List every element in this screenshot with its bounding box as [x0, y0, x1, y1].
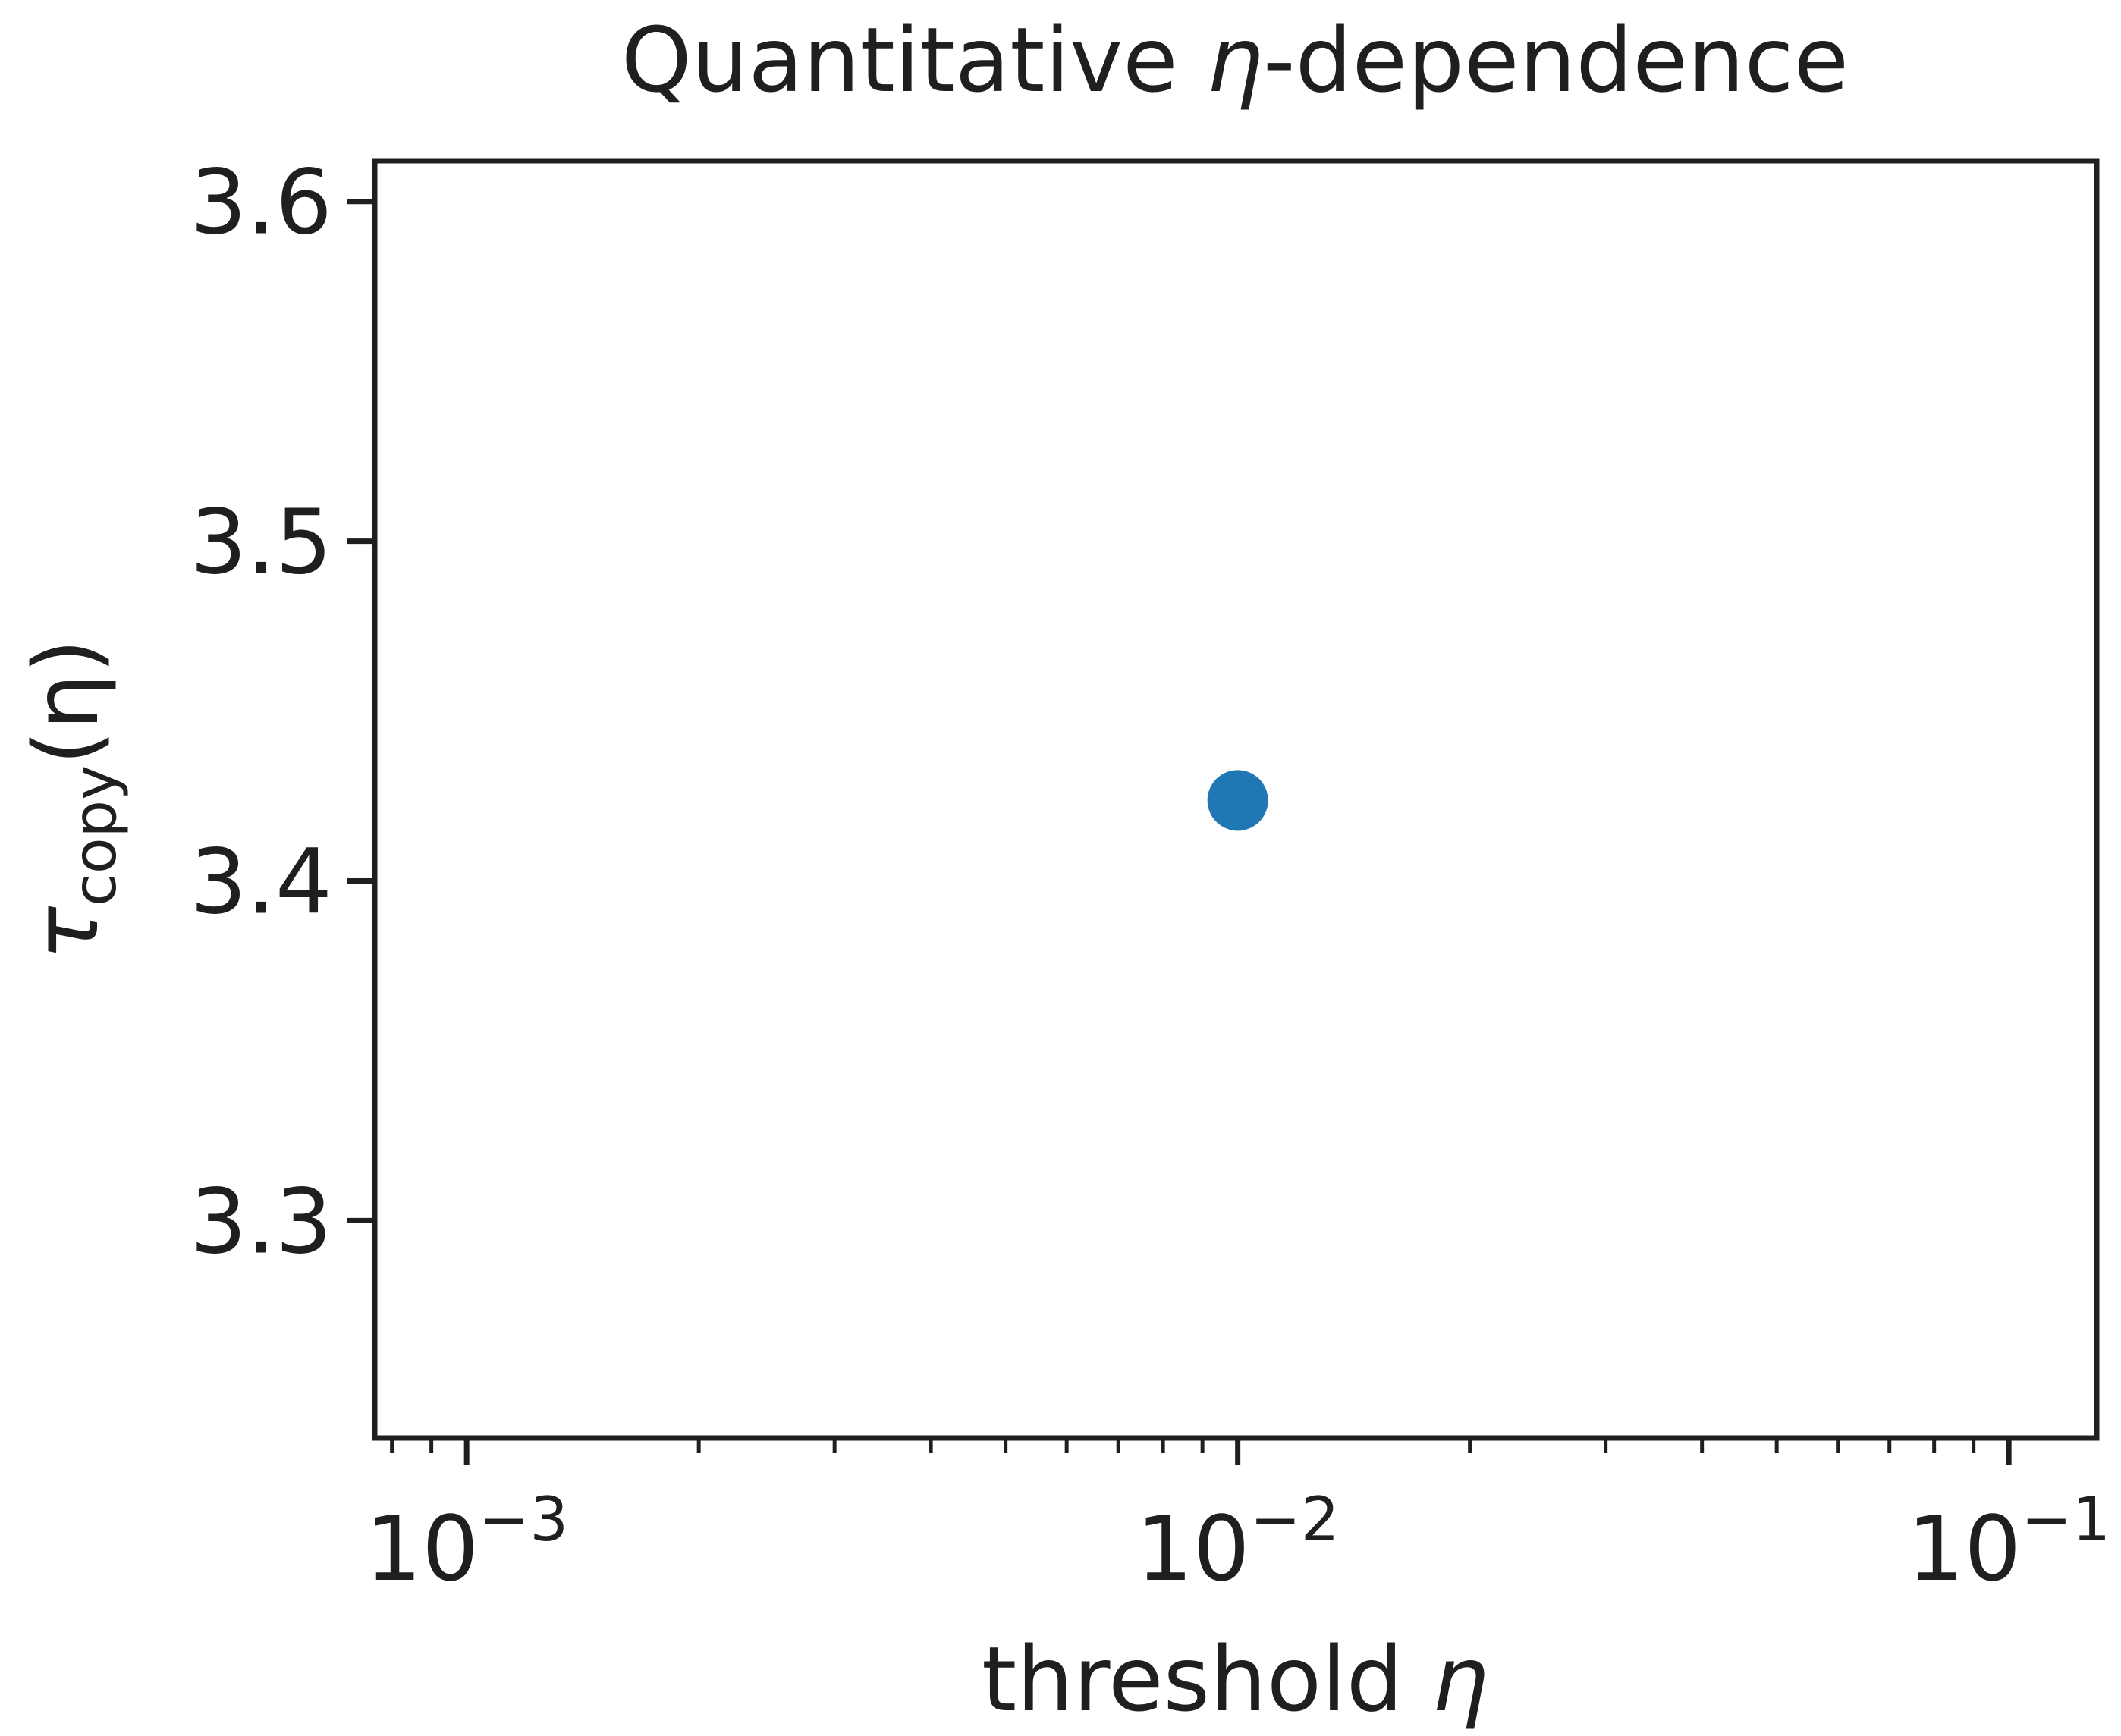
chart-title: Quantitative η-dependence — [621, 8, 1849, 112]
y-tick-label: 3.3 — [190, 1169, 332, 1273]
y-tick-label: 3.6 — [190, 150, 332, 255]
plot-area: 3.3 3.4 3.5 3.6 10−3 10−2 10−1 — [190, 150, 2110, 1601]
y-tick-label: 3.4 — [190, 829, 332, 934]
y-axis-label: τcopy(η) — [14, 639, 130, 960]
data-point — [1207, 770, 1268, 831]
x-axis-label: threshold η — [982, 1627, 1488, 1731]
x-tick-label: 10−3 — [365, 1484, 568, 1601]
x-tick-label: 10−1 — [1907, 1484, 2110, 1601]
y-tick-label: 3.5 — [190, 490, 332, 595]
plot-frame — [372, 158, 2100, 1441]
x-tick-label: 10−2 — [1136, 1484, 1340, 1601]
